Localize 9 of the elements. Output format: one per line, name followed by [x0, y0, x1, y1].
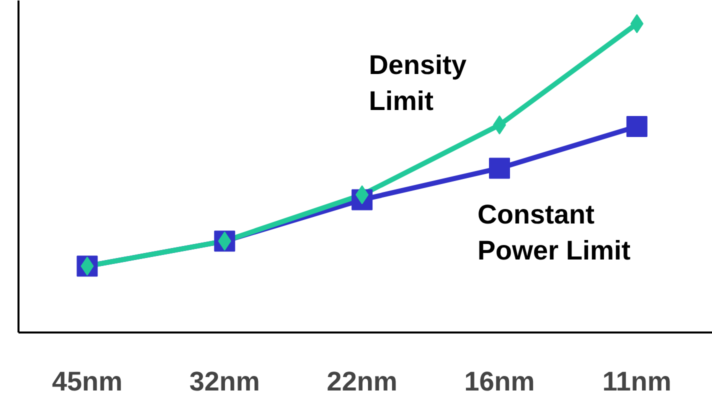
x-tick-label: 45nm — [52, 366, 122, 396]
series-label: Constant Power Limit — [478, 200, 631, 266]
x-tick-label: 11nm — [602, 366, 672, 396]
series-label: Density Limit — [368, 50, 466, 116]
x-tick-label: 16nm — [464, 366, 535, 396]
x-tick-label: 22nm — [326, 366, 398, 396]
x-tick-label: 32nm — [189, 366, 260, 396]
point — [488, 158, 510, 179]
point — [626, 116, 648, 138]
